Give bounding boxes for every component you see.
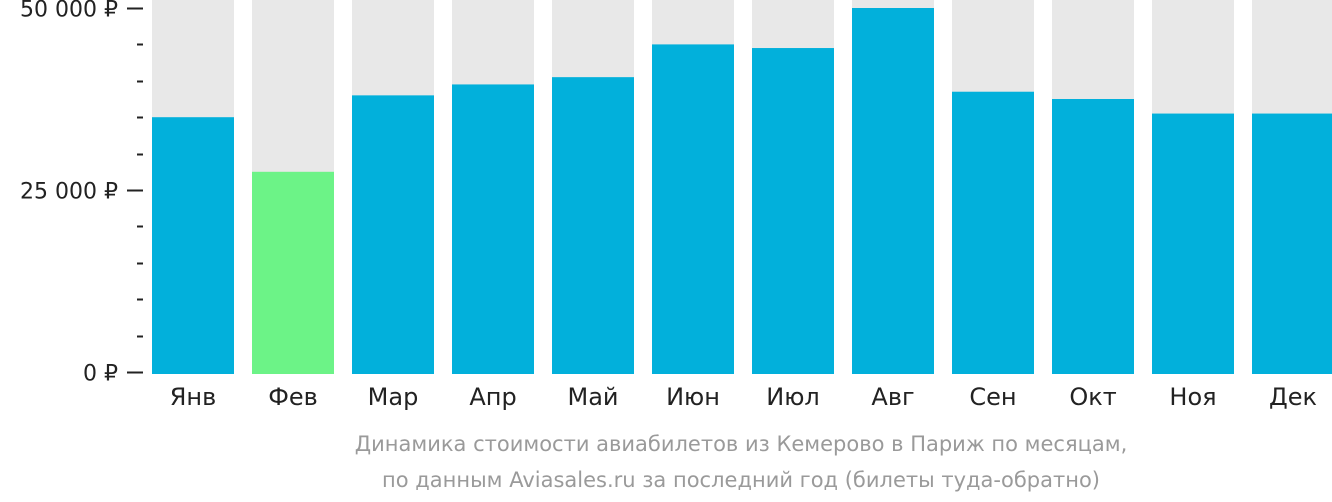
chart-caption-line-1: Динамика стоимости авиабилетов из Кемеро… <box>354 432 1128 456</box>
x-tick-label: Фев <box>268 383 318 411</box>
bar <box>1152 113 1234 374</box>
bar <box>752 48 834 374</box>
y-tick-label: 25 000 ₽ <box>20 180 118 205</box>
bar <box>952 91 1034 374</box>
bar <box>552 77 634 374</box>
bar <box>352 95 434 375</box>
x-tick-label: Сен <box>969 383 1016 411</box>
bar <box>452 84 534 374</box>
x-tick-label: Дек <box>1269 383 1317 411</box>
x-tick-label: Ноя <box>1169 383 1216 411</box>
x-tick-label: Май <box>567 383 618 411</box>
bar <box>1252 113 1332 374</box>
x-tick-label: Июн <box>666 383 720 411</box>
chart-caption-line-2: по данным Aviasales.ru за последний год … <box>382 468 1100 492</box>
bar <box>652 44 734 375</box>
bar <box>152 117 234 374</box>
x-tick-label: Мар <box>368 383 419 411</box>
x-tick-label: Окт <box>1069 383 1116 411</box>
x-tick-label: Янв <box>170 383 217 411</box>
bar <box>1052 99 1134 374</box>
x-tick-label: Апр <box>469 383 516 411</box>
y-tick-label: 0 ₽ <box>83 362 118 387</box>
x-tick-label: Июл <box>766 383 820 411</box>
price-bar-chart: Янв Фев Мар Апр Май Июн Июл Авг Сен Окт Ноя Дек 0 ₽ 2… <box>20 0 1332 411</box>
bar <box>852 8 934 374</box>
bar <box>252 171 334 374</box>
x-tick-label: Авг <box>871 383 914 411</box>
y-tick-label: 50 000 ₽ <box>20 0 118 23</box>
